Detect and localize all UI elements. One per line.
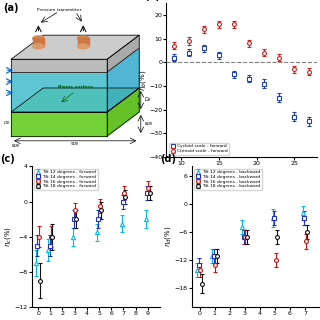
Bar (33, 38, 44, 46)
Polygon shape (107, 48, 139, 112)
Polygon shape (11, 35, 139, 59)
Text: Pressure transmitter: Pressure transmitter (37, 8, 81, 12)
Text: (d): (d) (160, 154, 176, 164)
Legend: Cycloid scale - forward, Ctenoid scale - forward: Cycloid scale - forward, Ctenoid scale -… (169, 143, 229, 155)
Polygon shape (107, 35, 139, 72)
Ellipse shape (33, 36, 44, 41)
Y-axis label: $\eta_b$(%): $\eta_b$(%) (138, 69, 148, 91)
X-axis label: $N$: $N$ (92, 318, 100, 320)
Text: $9D_B$: $9D_B$ (70, 140, 80, 148)
Text: (b): (b) (144, 0, 160, 1)
Text: $8D_B$: $8D_B$ (11, 142, 21, 150)
Y-axis label: $\eta_d$(%): $\eta_d$(%) (163, 226, 173, 247)
Legend: Tilt 12 degrees - forward, Tilt 14 degrees - forward, Tilt 16 degrees - forward,: Tilt 12 degrees - forward, Tilt 14 degre… (34, 169, 98, 190)
Polygon shape (11, 48, 139, 72)
Text: (c): (c) (0, 154, 15, 164)
Text: (a): (a) (3, 3, 19, 13)
Legend: Tilt 12 degrees - backward, Tilt 14 degrees - backward, Tilt 16 degrees - backwa: Tilt 12 degrees - backward, Tilt 14 degr… (194, 169, 262, 190)
Polygon shape (107, 88, 139, 136)
Ellipse shape (78, 36, 89, 41)
X-axis label: $N$: $N$ (252, 318, 260, 320)
Text: $8D_B$: $8D_B$ (144, 120, 154, 128)
X-axis label: $\alpha$(°): $\alpha$(°) (234, 167, 249, 178)
Bar (78, 38, 89, 46)
Polygon shape (11, 112, 107, 136)
Ellipse shape (33, 44, 44, 49)
Text: $D_B$: $D_B$ (144, 96, 152, 104)
Ellipse shape (78, 44, 89, 49)
Polygon shape (11, 88, 139, 112)
Y-axis label: $\eta_c$(%): $\eta_c$(%) (3, 226, 13, 247)
Polygon shape (11, 59, 107, 72)
Text: Bionic surface: Bionic surface (58, 85, 93, 89)
Polygon shape (11, 72, 107, 112)
Text: $D_B$: $D_B$ (3, 120, 10, 127)
